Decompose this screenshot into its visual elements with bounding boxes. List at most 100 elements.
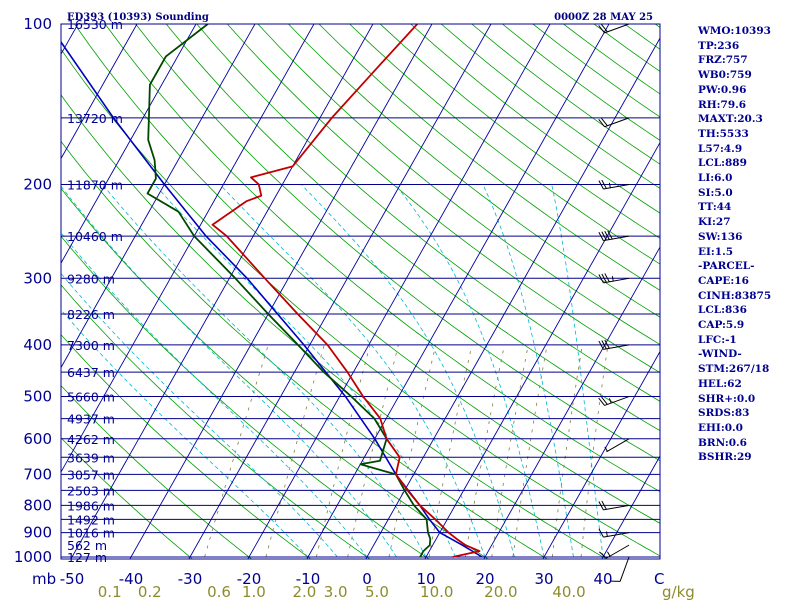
wind-barb-flag — [599, 551, 607, 559]
wind-barb — [598, 230, 630, 242]
pressure-tick-label: 900 — [23, 524, 52, 542]
wind-barb — [599, 544, 630, 559]
height-label: 562 m — [67, 538, 107, 553]
dry-adiabat — [61, 437, 194, 559]
pressure-tick-label: 800 — [23, 496, 52, 514]
isotherm-line — [61, 24, 315, 473]
height-label: 8226 m — [67, 307, 115, 322]
sounding-profiles — [61, 24, 483, 558]
moist-adiabat — [301, 184, 515, 558]
mixing-ratio-line — [491, 344, 529, 558]
mixing-ratio-line — [265, 344, 325, 558]
wind-barb-staff — [604, 117, 630, 128]
pressure-tick-label: 500 — [23, 388, 52, 406]
height-label: 3639 m — [67, 450, 115, 465]
wind-barb-flag — [601, 117, 608, 127]
dry-adiabat — [61, 94, 608, 559]
height-label: 4262 m — [67, 432, 115, 447]
plot-frame — [60, 23, 661, 560]
stability-index-row: TH:5533 — [698, 127, 749, 140]
stability-index-row: SHR+:0.0 — [698, 392, 756, 405]
pressure-unit-label: mb — [32, 570, 56, 588]
wind-barb-flag — [604, 339, 610, 349]
dry-adiabat — [349, 24, 660, 265]
height-label: 11870 m — [67, 177, 123, 192]
wind-barb-half-flag — [604, 446, 608, 452]
height-label: 10460 m — [67, 229, 123, 244]
wind-barb-staff — [603, 344, 630, 350]
wind-barb-half-flag — [605, 531, 608, 537]
stability-index-row: BSHR:29 — [698, 451, 752, 464]
stability-index-row: -WIND- — [698, 348, 742, 361]
stability-index-row: CAPE:16 — [698, 274, 749, 287]
wind-barb-flag — [601, 273, 607, 283]
wind-barb-staff — [603, 235, 630, 242]
stability-index-row: SI:5.0 — [698, 186, 733, 199]
wind-barb — [598, 500, 630, 511]
mixing-ratio-label: 40.0 — [552, 583, 585, 600]
mixing-ratio-label: 20.0 — [484, 583, 517, 600]
parcel-path — [61, 40, 483, 558]
temperature-tick-label: 20 — [475, 570, 494, 588]
isotherm-line — [188, 24, 492, 559]
pressure-tick-label: 600 — [23, 430, 52, 448]
wind-barb-staff — [603, 532, 630, 538]
stability-index-row: LFC:-1 — [698, 333, 737, 346]
stability-index-row: EHI:0.0 — [698, 421, 743, 434]
temperature-tick-label: -40 — [119, 570, 144, 588]
stability-index-row: TP:236 — [698, 39, 740, 52]
isotherm-line — [424, 141, 660, 559]
dry-adiabat — [318, 24, 660, 291]
height-label: 7300 m — [67, 338, 115, 353]
dry-adiabat — [61, 140, 549, 559]
wind-barb — [598, 528, 630, 538]
stability-index-row: CAP:5.9 — [698, 319, 745, 332]
wind-barb-flag — [604, 230, 610, 240]
temperature-tick-label: 40 — [593, 570, 612, 588]
wind-barb-flag — [601, 24, 608, 33]
wind-barb-half-flag — [607, 551, 611, 557]
mixing-ratio-line — [512, 344, 548, 558]
wind-barb-staff — [603, 504, 630, 511]
stability-index-row: LCL:836 — [698, 304, 747, 317]
stability-index-row: EI:1.5 — [698, 245, 734, 258]
dry-adiabat — [257, 24, 660, 346]
stability-index-row: PW:0.96 — [698, 83, 747, 96]
mixing-ratio-label: 0.6 — [207, 583, 231, 600]
stability-index-row: TT:44 — [698, 201, 732, 214]
wind-barb — [598, 179, 630, 190]
stability-index-row: HEL:62 — [698, 377, 742, 390]
wind-barb-flag — [607, 230, 613, 240]
height-label: 127 m — [67, 550, 107, 565]
isotherm-line — [70, 24, 374, 559]
temperature-tick-label: 10 — [416, 570, 435, 588]
height-label: 5660 m — [67, 390, 115, 405]
stability-index-row: BRN:0.6 — [698, 436, 747, 449]
wind-barb-flag — [601, 396, 608, 405]
moist-adiabat — [482, 184, 574, 558]
mixing-ratio-label: 10.0 — [420, 583, 453, 600]
stability-indices-panel: WMO:10393 TP:236 FRZ:757 WB0:759 PW:0.96 RH:7… — [698, 24, 800, 465]
isotherm-line — [306, 24, 610, 559]
temperature-tick-label: -30 — [178, 570, 203, 588]
mixing-ratio-label: 3.0 — [324, 583, 348, 600]
dry-adiabat — [135, 24, 660, 462]
mixing-ratio-line — [428, 344, 473, 558]
wind-barb-staff — [619, 556, 630, 582]
wind-barb-flag — [601, 179, 607, 189]
dry-adiabat — [61, 48, 660, 557]
isotherm-line — [0, 12, 26, 568]
wind-barb-flag — [598, 528, 604, 538]
wind-barb-flag — [598, 180, 604, 190]
pressure-tick-label: 100 — [23, 15, 52, 33]
height-label: 1492 m — [67, 512, 115, 527]
dry-adiabat — [288, 24, 660, 318]
pressure-tick-label: 1000 — [14, 548, 52, 566]
stability-index-row: FRZ:757 — [698, 54, 748, 67]
stability-index-row: MAXT:20.3 — [698, 113, 763, 126]
wind-barb-staff — [603, 183, 630, 190]
height-label: 9280 m — [67, 271, 115, 286]
mixing-ratio-line — [316, 344, 371, 558]
wind-barb — [598, 396, 630, 406]
